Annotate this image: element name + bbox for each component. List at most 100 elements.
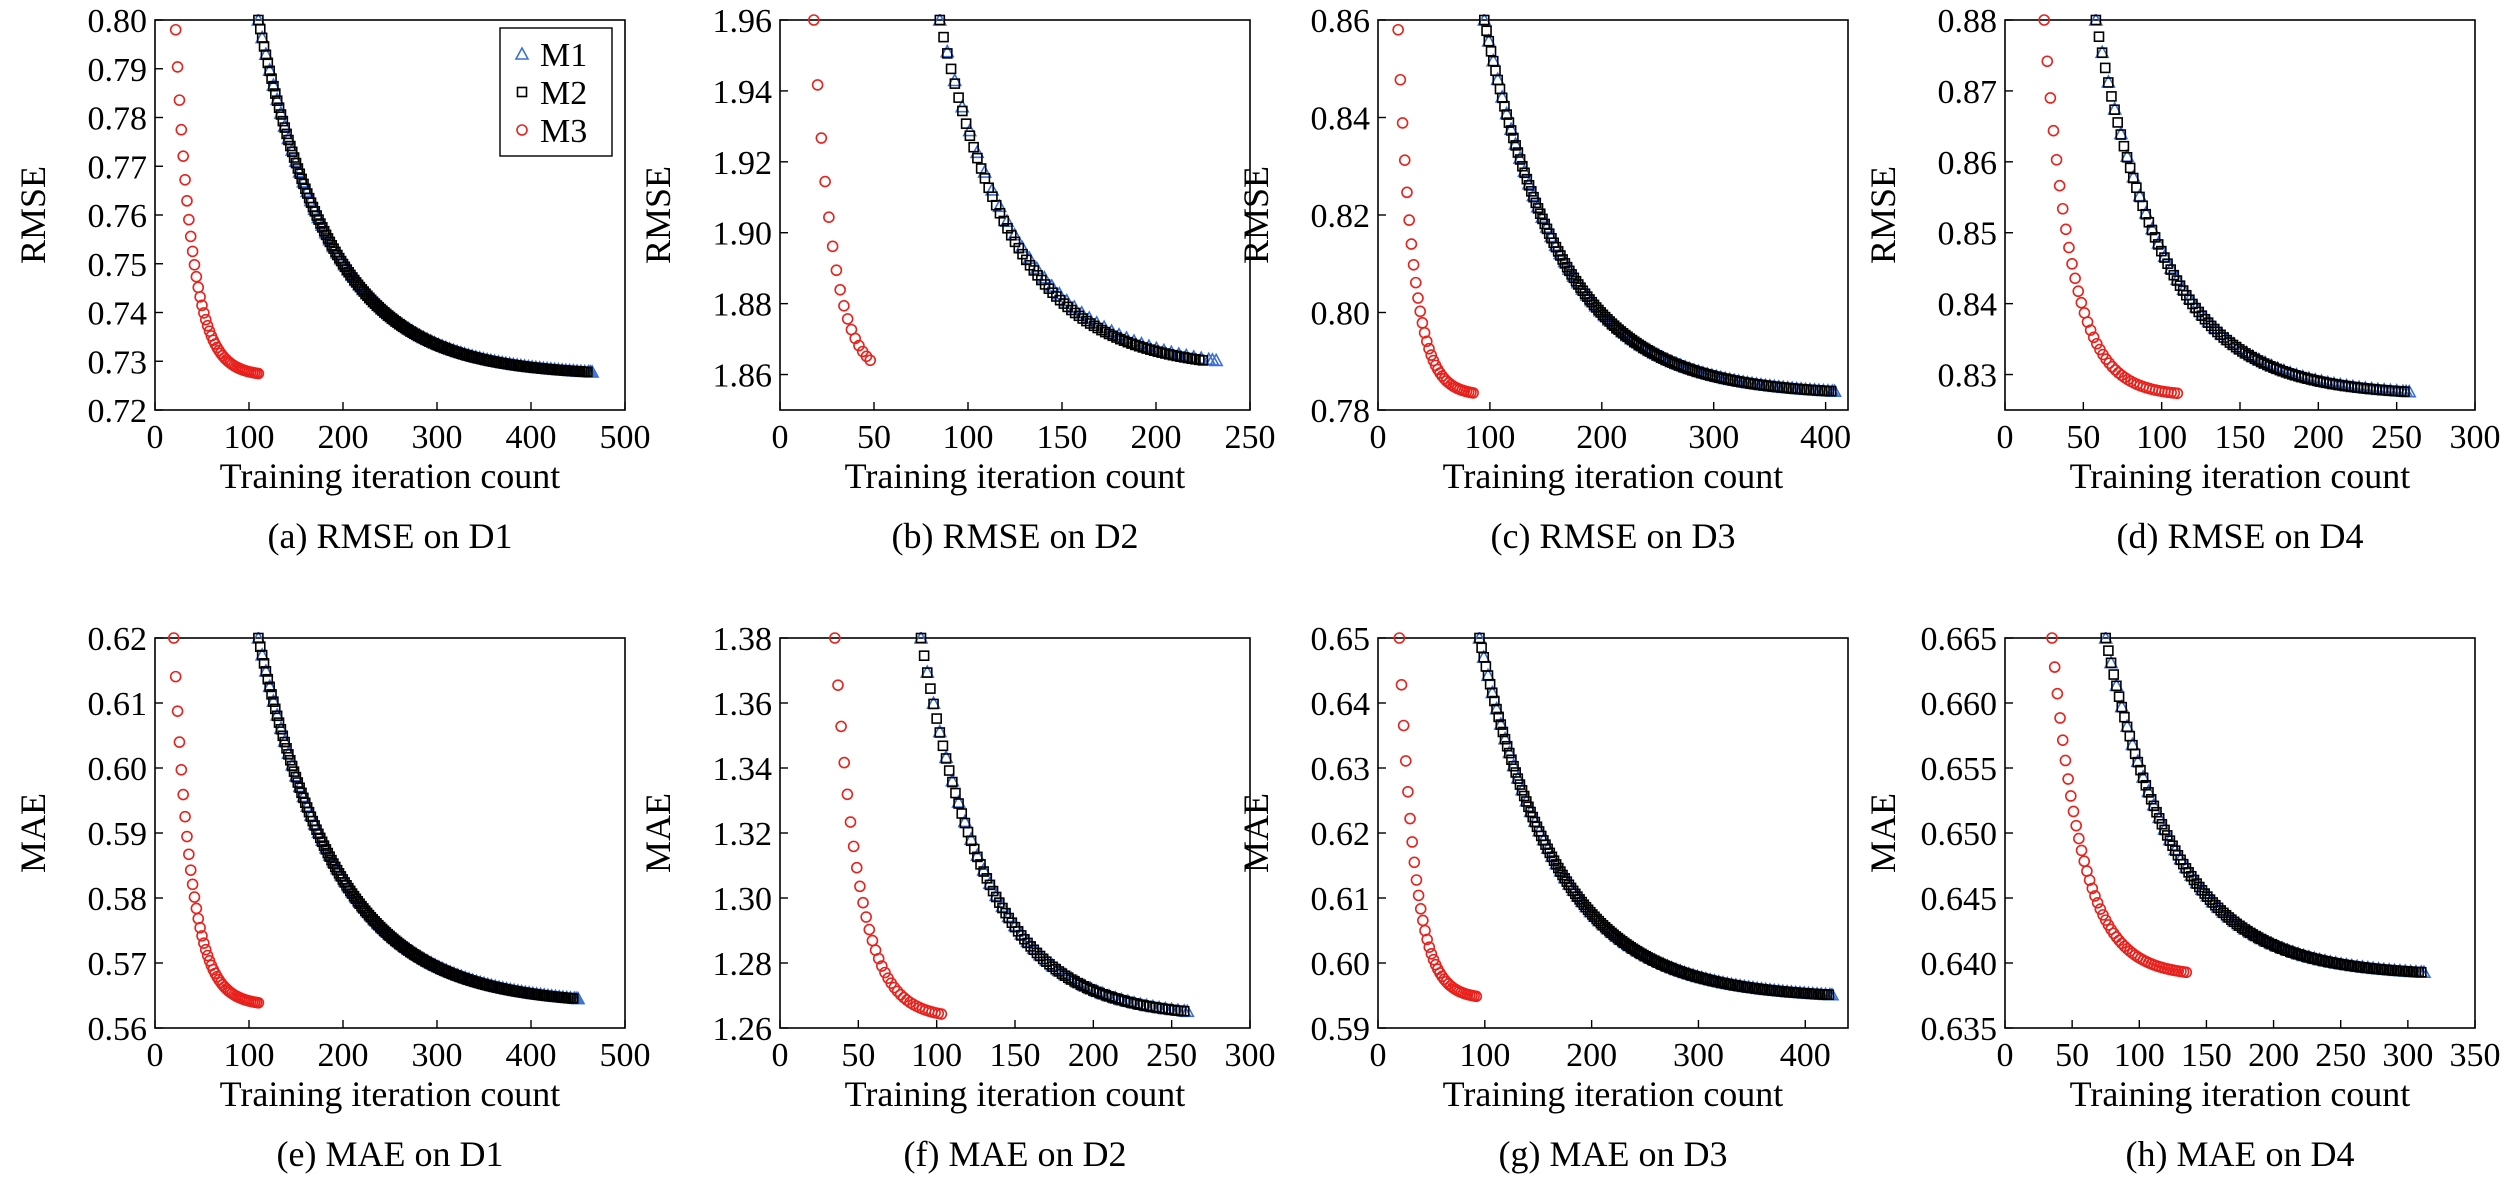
data-point xyxy=(2149,232,2161,243)
data-point xyxy=(1512,773,1524,784)
data-point xyxy=(949,78,961,89)
data-point xyxy=(2194,881,2205,893)
plot-frame xyxy=(779,19,1251,411)
y-axis-title: RMSE xyxy=(13,166,53,264)
data-point xyxy=(2234,920,2245,932)
data-point xyxy=(177,788,189,801)
data-point xyxy=(2086,882,2099,895)
data-point xyxy=(984,182,1000,196)
data-point xyxy=(2137,772,2149,784)
data-point xyxy=(190,270,203,283)
data-point xyxy=(968,843,980,855)
data-point xyxy=(2140,208,2152,220)
y-tick-label: 0.58 xyxy=(88,881,148,918)
data-point xyxy=(2072,285,2085,298)
data-point xyxy=(995,898,1010,913)
data-point xyxy=(1523,180,1535,191)
data-point xyxy=(1532,203,1544,214)
data-point xyxy=(2103,357,2116,369)
data-point xyxy=(2096,47,2108,58)
data-point xyxy=(2165,264,2176,275)
data-point xyxy=(2159,252,2170,263)
data-point xyxy=(1396,117,1409,129)
data-point xyxy=(844,816,857,828)
data-point xyxy=(2124,162,2136,174)
data-point xyxy=(935,1008,948,1020)
data-point xyxy=(1019,933,1030,945)
data-point xyxy=(279,736,290,748)
data-point xyxy=(2099,62,2111,74)
data-point xyxy=(987,885,999,897)
x-tick-label: 100 xyxy=(224,419,275,456)
data-point xyxy=(1521,173,1533,185)
y-tick-label: 0.59 xyxy=(88,816,148,853)
data-point xyxy=(1399,755,1412,767)
data-point xyxy=(1519,167,1530,179)
data-point xyxy=(934,727,946,738)
data-point xyxy=(275,109,287,120)
data-point xyxy=(832,679,844,691)
data-point xyxy=(2282,945,2293,957)
y-tick-label: 0.86 xyxy=(1938,145,1998,182)
data-point xyxy=(2050,153,2063,166)
data-point xyxy=(987,191,998,202)
data-point xyxy=(1521,796,1532,807)
data-point xyxy=(928,698,939,710)
data-point xyxy=(942,48,953,59)
panel-caption: (c) RMSE on D3 xyxy=(1491,516,1736,556)
data-point xyxy=(2115,129,2127,140)
data-point xyxy=(1510,140,1521,151)
legend-marker-m3 xyxy=(516,124,528,136)
data-point xyxy=(994,897,1005,908)
y-axis-title: RMSE xyxy=(1863,166,1903,264)
y-axis-title: RMSE xyxy=(1236,166,1276,264)
data-point xyxy=(1497,726,1509,738)
data-point xyxy=(964,130,976,142)
panel-caption: (a) RMSE on D1 xyxy=(268,516,513,556)
y-tick-label: 0.88 xyxy=(1938,3,1998,40)
data-point xyxy=(1403,214,1415,226)
data-point xyxy=(582,366,593,378)
chart-panel-3: 0 100 200 300 400 0.78 0.80 0.82 0.84 0.86 Trainin… xyxy=(1236,3,1851,556)
data-point xyxy=(186,878,199,891)
y-tick-label: 0.75 xyxy=(88,247,148,284)
data-point xyxy=(1407,258,1420,271)
data-point xyxy=(2091,897,2104,909)
data-point xyxy=(1417,914,1429,927)
y-tick-label: 0.86 xyxy=(1311,3,1371,40)
data-point xyxy=(975,163,987,174)
data-point xyxy=(2287,947,2299,958)
x-tick-label: 200 xyxy=(2293,419,2344,456)
y-tick-label: 0.87 xyxy=(1938,74,1998,111)
data-point xyxy=(957,813,973,828)
y-axis-title: MAE xyxy=(1236,793,1276,873)
data-point xyxy=(1503,747,1515,759)
data-point xyxy=(179,173,191,186)
x-tick-label: 0 xyxy=(147,1037,164,1074)
x-axis-title: Training iteration count xyxy=(845,1074,1186,1114)
series-m3 xyxy=(808,14,877,367)
data-point xyxy=(947,72,963,87)
data-point xyxy=(2290,948,2301,959)
y-axis-title: MAE xyxy=(1863,793,1903,873)
data-point xyxy=(2266,938,2277,950)
data-point xyxy=(2399,386,2410,397)
data-point xyxy=(1423,941,1436,953)
x-tick-label: 200 xyxy=(318,1037,369,1074)
data-point xyxy=(2168,269,2180,281)
data-point xyxy=(186,245,199,258)
data-point xyxy=(978,866,989,877)
data-point xyxy=(2109,104,2120,116)
data-point xyxy=(853,339,865,352)
y-tick-label: 0.650 xyxy=(1921,816,1998,853)
data-point xyxy=(2176,281,2191,296)
y-tick-label: 0.57 xyxy=(88,946,148,983)
plot-frame xyxy=(1377,19,1849,411)
data-point xyxy=(1031,947,1043,959)
data-point xyxy=(934,14,946,26)
data-point xyxy=(984,879,996,891)
series-m2 xyxy=(915,632,1190,1017)
data-points xyxy=(1393,632,1840,1003)
y-tick-label: 1.96 xyxy=(713,3,773,40)
data-point xyxy=(1013,926,1029,940)
